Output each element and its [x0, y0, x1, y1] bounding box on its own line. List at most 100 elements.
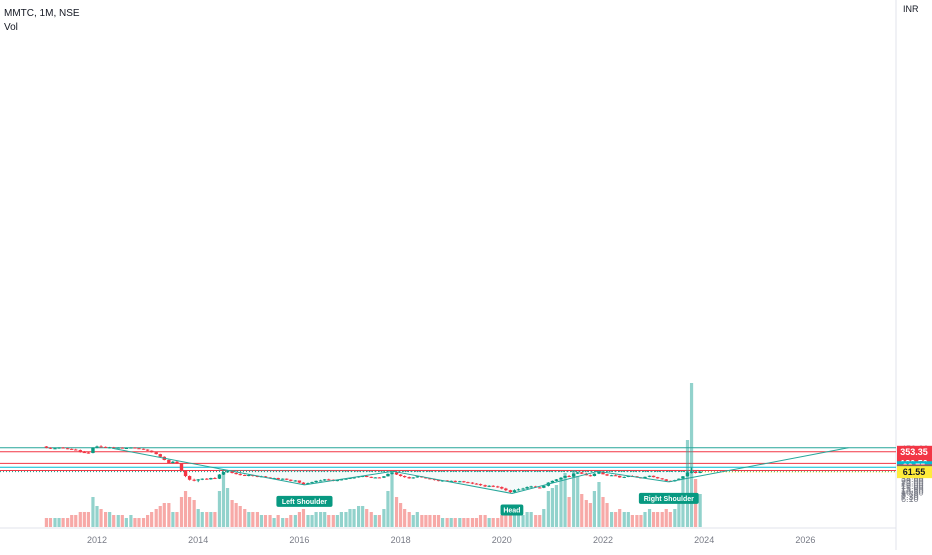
- volume-bar: [508, 506, 513, 527]
- candle-body: [74, 449, 78, 451]
- candle-body: [217, 474, 222, 479]
- volume-bar: [365, 509, 369, 527]
- pattern-lines[interactable]: [112, 447, 849, 494]
- candle-body: [70, 448, 74, 450]
- candle-body: [158, 454, 162, 457]
- candle-body: [398, 474, 403, 477]
- annotation-label: Left Shoulder: [282, 499, 327, 506]
- neckline: [218, 469, 700, 473]
- candle-body: [107, 447, 112, 449]
- volume-bar: [158, 506, 162, 527]
- volume-bar: [525, 512, 529, 527]
- candle-body: [179, 463, 184, 471]
- volume-bar: [57, 518, 61, 527]
- volume-bar: [221, 473, 226, 527]
- volume-bar: [572, 470, 576, 527]
- candle-body: [592, 473, 597, 477]
- price-tick-label: 12.50: [901, 486, 924, 496]
- candle-body: [335, 480, 340, 482]
- candle-body: [415, 476, 419, 478]
- candle-body: [293, 480, 298, 482]
- volume-bar: [542, 509, 546, 527]
- candle-body: [377, 477, 382, 479]
- candle-body: [209, 478, 213, 480]
- annotation-label: Right Shoulder: [644, 496, 694, 503]
- pattern-trend-line[interactable]: [597, 470, 669, 483]
- candle-body: [225, 471, 230, 473]
- volume-bar: [534, 515, 538, 527]
- pattern-trend-line[interactable]: [304, 470, 394, 486]
- volume-bar: [209, 512, 213, 527]
- volume-bar: [183, 491, 188, 527]
- price-tick-label: 8.70: [901, 490, 919, 500]
- volume-bar: [95, 506, 99, 527]
- volume-bar: [150, 512, 154, 527]
- candle-body: [154, 452, 158, 455]
- volume-bar: [314, 512, 318, 527]
- candle-body: [91, 447, 95, 453]
- pattern-trend-line[interactable]: [392, 470, 513, 494]
- candle-body: [183, 470, 188, 477]
- volume-bar: [689, 383, 694, 527]
- candle-body: [187, 476, 192, 480]
- volume-bar: [247, 512, 251, 527]
- volume-bar: [361, 506, 365, 527]
- time-tick-label: 2024: [694, 535, 714, 545]
- pattern-trend-line[interactable]: [511, 470, 599, 494]
- candle-body: [449, 480, 453, 482]
- volume-bar: [238, 506, 242, 527]
- candle-body: [82, 452, 87, 454]
- candle-body: [255, 476, 260, 478]
- candle-body: [550, 480, 555, 483]
- time-tick-label: 2014: [188, 535, 208, 545]
- volume-bar: [512, 512, 517, 527]
- volume-bar: [576, 476, 580, 527]
- price-tag-353.35: 353.35: [900, 447, 928, 457]
- candle-body: [390, 472, 394, 474]
- price-tick-label: 10.50: [901, 488, 924, 498]
- annotation-label-box: [638, 492, 699, 504]
- volume-bar: [580, 494, 584, 527]
- candle-body: [48, 447, 53, 449]
- volume-bar: [483, 515, 487, 527]
- candle-body: [453, 480, 457, 482]
- volume-bar: [432, 515, 437, 527]
- candle-body: [175, 461, 179, 464]
- volume-bar: [187, 497, 192, 527]
- volume-bar: [66, 518, 70, 527]
- candle-body: [213, 478, 217, 480]
- candle-body: [567, 476, 571, 478]
- candle-body: [512, 490, 517, 493]
- volume-bar: [301, 509, 306, 527]
- candle-body: [693, 471, 698, 474]
- candle-body: [504, 488, 508, 491]
- candle-body: [601, 472, 605, 475]
- volume-bar: [86, 512, 90, 527]
- volume-bar: [48, 518, 53, 527]
- volume-bar: [436, 515, 441, 527]
- candle-body: [651, 475, 656, 478]
- candle-body: [402, 476, 407, 478]
- candle-body: [458, 481, 462, 483]
- price-tick-label: 28.00: [901, 476, 924, 486]
- volume-bar: [382, 509, 386, 527]
- candle-body: [382, 476, 386, 478]
- candle-body: [525, 487, 529, 489]
- candle-body: [516, 489, 521, 491]
- volume-bar: [588, 503, 592, 527]
- pattern-trend-line[interactable]: [668, 447, 849, 483]
- candle-body: [348, 478, 352, 480]
- volume-bar: [154, 509, 158, 527]
- volume-bar: [293, 515, 297, 527]
- pattern-trend-line[interactable]: [112, 447, 305, 486]
- candle-body: [314, 480, 318, 483]
- candle-body: [559, 477, 563, 480]
- candle-body: [301, 482, 306, 485]
- candle-body: [44, 446, 49, 448]
- volume-bar: [626, 512, 630, 527]
- candle-body: [462, 481, 466, 483]
- time-tick-label: 2012: [87, 535, 107, 545]
- volume-bar: [74, 515, 78, 527]
